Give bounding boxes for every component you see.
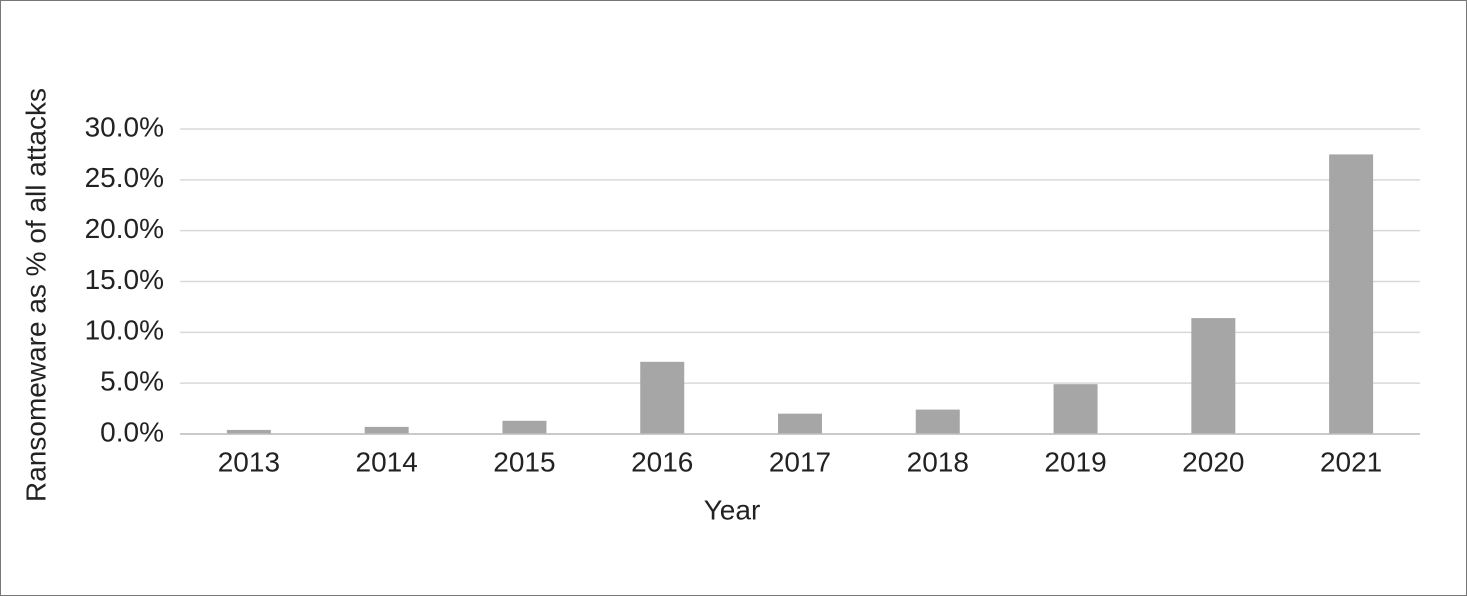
x-tick-label: 2018 (907, 446, 969, 477)
y-tick-label: 20.0% (85, 213, 164, 244)
bar (915, 409, 960, 434)
x-tick-label: 2015 (493, 446, 555, 477)
x-tick-label: 2021 (1320, 446, 1382, 477)
bar (226, 429, 271, 434)
bar (1329, 154, 1374, 434)
x-axis-label: Year (704, 494, 761, 525)
y-tick-label: 30.0% (85, 111, 164, 142)
bar (502, 420, 547, 434)
y-tick-label: 0.0% (100, 416, 164, 447)
bar (1053, 384, 1098, 434)
bar (778, 413, 822, 434)
x-tick-label: 2019 (1044, 446, 1106, 477)
y-tick-label: 25.0% (85, 162, 164, 193)
y-axis-label: Ransomeware as % of all attacks (20, 88, 51, 502)
y-tick-label: 10.0% (85, 315, 164, 346)
x-tick-label: 2017 (769, 446, 831, 477)
x-tick-label: 2020 (1182, 446, 1244, 477)
y-tick-label: 15.0% (85, 264, 164, 295)
x-tick-label: 2013 (218, 446, 280, 477)
bar (1191, 318, 1236, 434)
bar (640, 361, 685, 434)
x-tick-label: 2014 (356, 446, 418, 477)
bar (364, 426, 409, 434)
x-tick-label: 2016 (631, 446, 693, 477)
y-tick-label: 5.0% (100, 366, 164, 397)
